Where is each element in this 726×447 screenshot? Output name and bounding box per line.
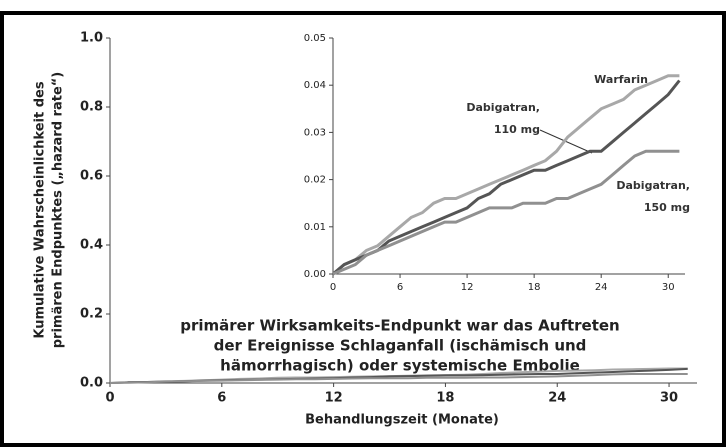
x-tick-label: 12 xyxy=(325,391,343,406)
x-tick-label: 24 xyxy=(595,282,608,293)
y-tick-label: 0.4 xyxy=(80,238,103,253)
y-tick-label: 0.6 xyxy=(80,169,103,184)
series-line xyxy=(332,79,681,276)
y-tick-label: 0.02 xyxy=(304,175,326,186)
x-axis-label: Behandlungszeit (Monate) xyxy=(305,413,499,428)
x-tick-label: 30 xyxy=(660,391,678,406)
y-tick-label: 0.05 xyxy=(304,33,326,44)
y-tick-label: 1.0 xyxy=(80,31,103,46)
annotation: der Ereignisse Schlaganfall (ischämisch … xyxy=(214,337,587,355)
series-line xyxy=(332,149,680,276)
y-tick-label: 0.01 xyxy=(304,222,326,233)
series-label: Dabigatran, 150 mg xyxy=(616,179,690,214)
x-tick-label: 30 xyxy=(662,282,675,293)
series-line xyxy=(109,373,688,384)
x-tick-label: 18 xyxy=(436,391,454,406)
y-tick-label: 0.2 xyxy=(80,307,103,322)
y-tick-label: 0.8 xyxy=(80,100,103,115)
annotation: primärer Wirksamkeits-Endpunkt war das A… xyxy=(180,317,619,335)
x-tick-label: 0 xyxy=(330,282,336,293)
annotation: hämorrhagisch) oder systemische Embolie xyxy=(220,357,580,375)
x-tick-label: 24 xyxy=(548,391,566,406)
x-tick-label: 18 xyxy=(528,282,541,293)
x-tick-label: 6 xyxy=(397,282,403,293)
y-axis-label: primären Endpunktes („hazard rate“) xyxy=(51,72,66,349)
series-line xyxy=(332,74,680,276)
y-tick-label: 0.03 xyxy=(304,127,326,138)
x-tick-label: 6 xyxy=(217,391,226,406)
x-tick-label: 12 xyxy=(461,282,474,293)
y-tick-label: 0.00 xyxy=(304,269,326,280)
x-tick-label: 0 xyxy=(105,391,114,406)
y-axis-label: Kumulative Wahrscheinlichkeit des xyxy=(33,81,48,338)
series-label: Warfarin xyxy=(594,73,648,86)
series-label: Dabigatran, 110 mg xyxy=(466,101,540,136)
y-tick-label: 0.04 xyxy=(304,80,326,91)
y-tick-label: 0.0 xyxy=(80,376,103,391)
